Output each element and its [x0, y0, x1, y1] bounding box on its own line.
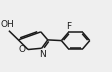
Text: OH: OH: [1, 20, 15, 29]
Text: O: O: [18, 45, 25, 54]
Text: F: F: [66, 22, 71, 31]
Text: N: N: [39, 50, 46, 59]
